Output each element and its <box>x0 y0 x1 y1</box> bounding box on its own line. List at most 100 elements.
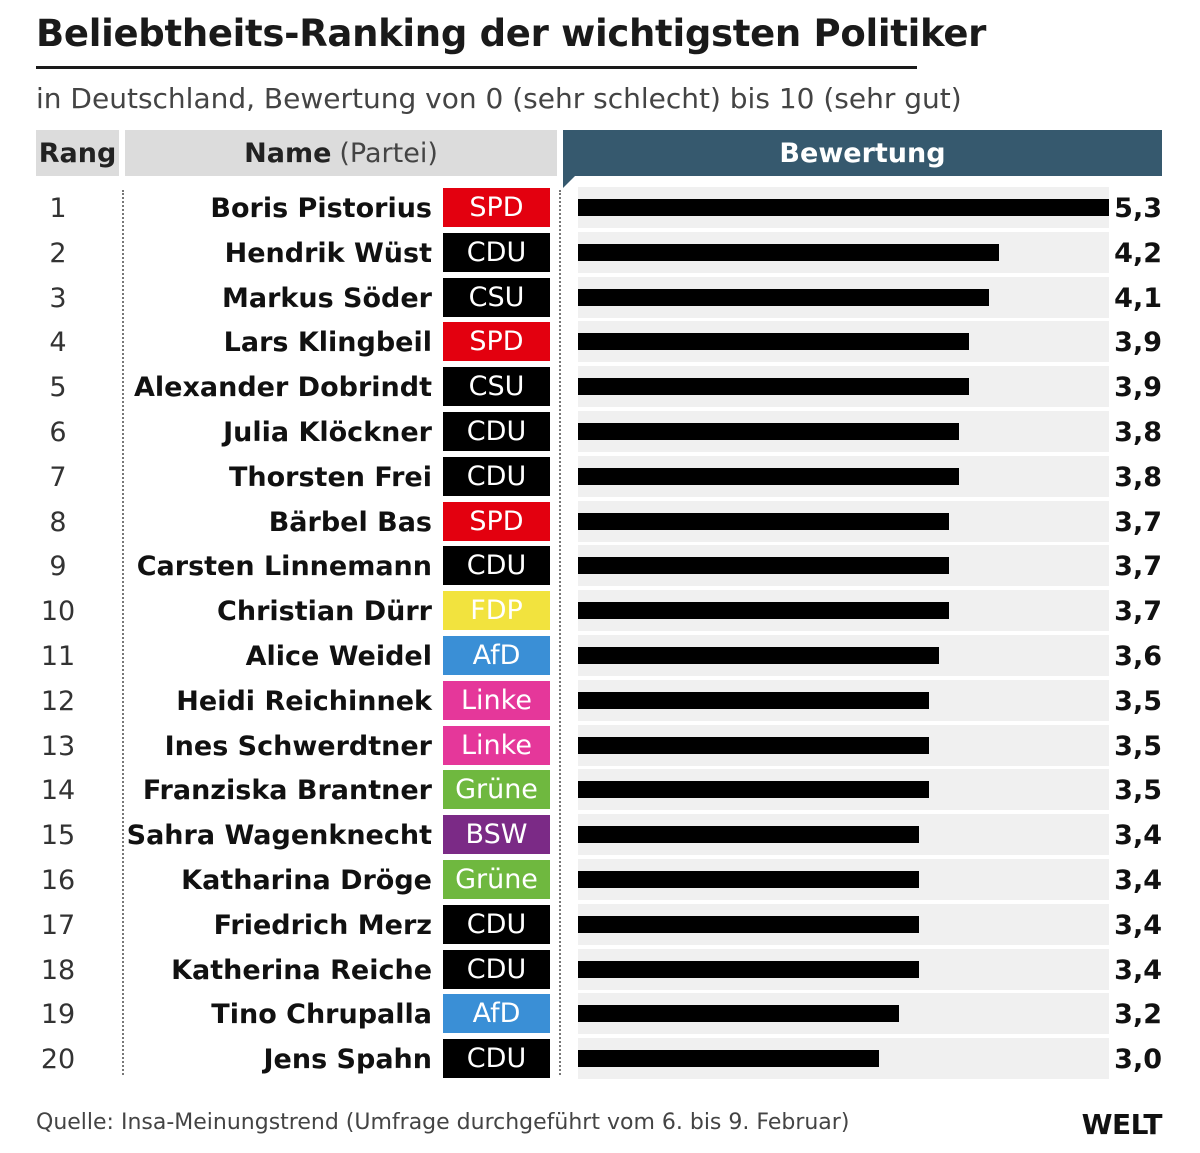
party-badge: CDU <box>443 546 550 586</box>
bar <box>578 1050 879 1068</box>
politician-name: Ines Schwerdtner <box>164 730 432 762</box>
bar <box>578 781 929 799</box>
bar-value-label: 3,4 <box>1114 820 1162 852</box>
politician-name: Katharina Dröge <box>181 865 432 896</box>
rank-number: 19 <box>40 999 76 1031</box>
bar <box>578 288 989 306</box>
table-row: 5 Alexander Dobrindt CSU 3,9 <box>0 366 1200 410</box>
party-badge: AfD <box>443 994 550 1034</box>
party-badge: Grüne <box>443 860 550 899</box>
party-badge: CDU <box>443 904 550 944</box>
party-badge: SPD <box>443 188 550 227</box>
party-badge: SPD <box>443 501 550 541</box>
rank-number: 17 <box>40 909 76 941</box>
bar <box>578 243 999 261</box>
politician-name: Thorsten Frei <box>228 461 432 493</box>
rank-number: 7 <box>49 461 67 493</box>
column-header-name-label: Name <box>244 137 332 169</box>
bar-value-label: 3,9 <box>1114 372 1162 404</box>
bar <box>578 691 929 709</box>
bar <box>578 199 1109 216</box>
rank-divider-dots <box>122 190 124 1075</box>
party-badge: CDU <box>443 232 550 272</box>
chart-subtitle: in Deutschland, Bewertung von 0 (sehr sc… <box>36 82 962 115</box>
bar-value-label: 3,7 <box>1114 551 1162 583</box>
politician-name: Bärbel Bas <box>268 506 432 538</box>
bar <box>578 333 969 351</box>
party-badge: FDP <box>443 591 550 631</box>
rank-number: 6 <box>49 417 67 448</box>
rank-number: 4 <box>49 327 67 359</box>
party-badge: CSU <box>443 367 550 407</box>
rank-number: 14 <box>40 775 76 807</box>
table-row: 1 Boris Pistorius SPD 5,3 <box>0 187 1200 231</box>
bar-value-label: 3,6 <box>1114 641 1162 672</box>
table-row: 16 Katharina Dröge Grüne 3,4 <box>0 859 1200 903</box>
party-badge: CDU <box>443 412 550 451</box>
politician-name: Alexander Dobrindt <box>134 372 432 404</box>
rank-number: 15 <box>40 820 76 852</box>
bar <box>578 826 919 844</box>
table-row: 6 Julia Klöckner CDU 3,8 <box>0 411 1200 455</box>
rank-number: 18 <box>40 954 76 986</box>
politician-name: Tino Chrupalla <box>211 999 432 1031</box>
bar-value-label: 3,4 <box>1114 909 1162 941</box>
table-row: 14 Franziska Brantner Grüne 3,5 <box>0 769 1200 813</box>
politician-name: Boris Pistorius <box>210 193 432 224</box>
bar <box>578 378 969 396</box>
bar-value-label: 3,7 <box>1114 596 1162 628</box>
table-row: 4 Lars Klingbeil SPD 3,9 <box>0 321 1200 365</box>
bar-divider-dots <box>559 190 561 1075</box>
rank-number: 5 <box>49 372 67 404</box>
bar <box>578 915 919 933</box>
party-badge: Grüne <box>443 770 550 810</box>
table-row: 13 Ines Schwerdtner Linke 3,5 <box>0 724 1200 769</box>
bar-value-label: 3,9 <box>1114 327 1162 359</box>
column-header-bewertung: Bewertung <box>563 130 1162 176</box>
bar <box>578 467 959 485</box>
rank-number: 11 <box>40 641 76 672</box>
party-badge: CDU <box>443 949 550 989</box>
column-header-rang: Rang <box>36 130 119 176</box>
bar <box>578 423 959 440</box>
party-badge: Linke <box>443 680 550 720</box>
party-badge: BSW <box>443 815 550 855</box>
party-badge: CDU <box>443 456 550 496</box>
politician-name: Christian Dürr <box>217 596 432 628</box>
header-notch <box>563 176 575 188</box>
bar <box>578 647 939 664</box>
table-row: 17 Friedrich Merz CDU 3,4 <box>0 903 1200 948</box>
table-row: 9 Carsten Linnemann CDU 3,7 <box>0 545 1200 589</box>
politician-name: Franziska Brantner <box>142 775 432 807</box>
rank-number: 12 <box>40 685 76 717</box>
table-row: 12 Heidi Reichinnek Linke 3,5 <box>0 679 1200 724</box>
chart-title: Beliebtheits-Ranking der wichtigsten Pol… <box>36 12 987 55</box>
bar-value-label: 5,3 <box>1114 193 1162 224</box>
table-row: 10 Christian Dürr FDP 3,7 <box>0 590 1200 634</box>
party-badge: AfD <box>443 636 550 675</box>
bar-value-label: 4,2 <box>1114 237 1162 269</box>
rank-number: 3 <box>49 282 67 314</box>
table-row: 3 Markus Söder CSU 4,1 <box>0 276 1200 321</box>
politician-name: Hendrik Wüst <box>224 237 432 269</box>
column-header-name: Name (Partei) <box>125 130 557 176</box>
source-note: Quelle: Insa-Meinungstrend (Umfrage durc… <box>36 1110 850 1135</box>
rank-number: 20 <box>40 1044 76 1076</box>
politician-name: Julia Klöckner <box>223 417 432 448</box>
bar-value-label: 3,8 <box>1114 461 1162 493</box>
politician-name: Sahra Wagenknecht <box>126 820 432 852</box>
table-row: 7 Thorsten Frei CDU 3,8 <box>0 455 1200 500</box>
bar-value-label: 3,5 <box>1114 775 1162 807</box>
bar <box>578 960 919 978</box>
politician-name: Markus Söder <box>221 282 432 314</box>
party-badge: SPD <box>443 322 550 362</box>
table-row: 11 Alice Weidel AfD 3,6 <box>0 635 1200 679</box>
bar-value-label: 3,4 <box>1114 954 1162 986</box>
bar-value-label: 3,8 <box>1114 417 1162 448</box>
table-row: 2 Hendrik Wüst CDU 4,2 <box>0 231 1200 276</box>
politician-name: Carsten Linnemann <box>136 551 432 583</box>
politician-name: Friedrich Merz <box>213 909 432 941</box>
politician-name: Katherina Reiche <box>171 954 432 986</box>
table-row: 20 Jens Spahn CDU 3,0 <box>0 1038 1200 1082</box>
table-row: 19 Tino Chrupalla AfD 3,2 <box>0 993 1200 1037</box>
